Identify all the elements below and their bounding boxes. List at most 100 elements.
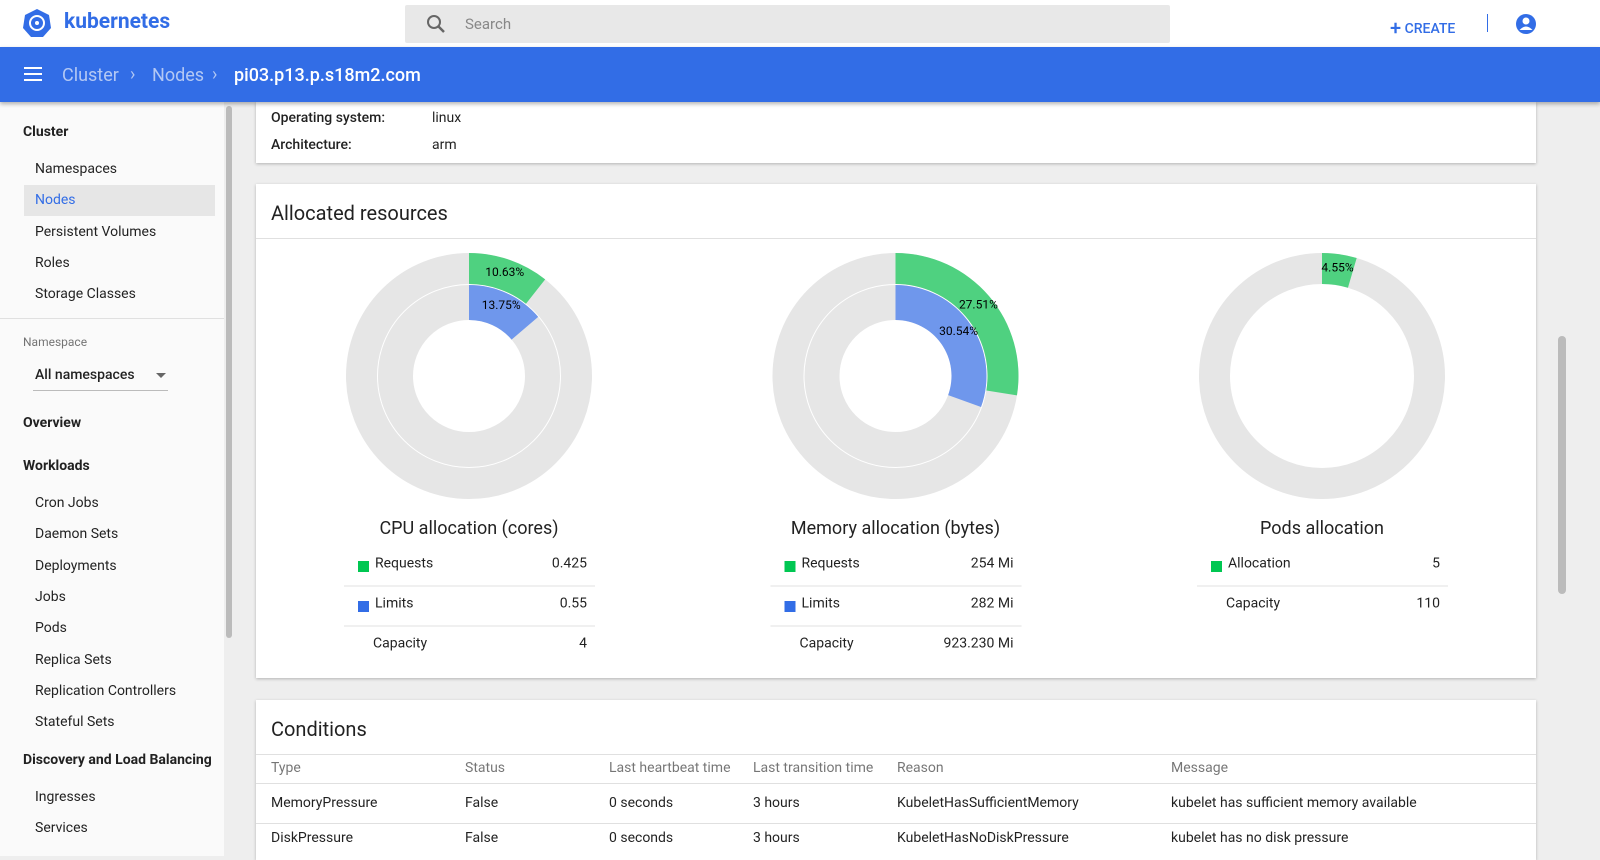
nav-section[interactable]: Workloads [23, 458, 90, 474]
nav-item[interactable]: Services [35, 820, 88, 837]
nav-section[interactable]: Cluster [23, 124, 69, 140]
arc [469, 253, 546, 304]
crumb[interactable]: Nodes [152, 65, 205, 86]
allocated-card: Allocated resources 10.63% 13.75% CPU allo… [256, 184, 1536, 678]
legend-name: Capacity [800, 636, 855, 652]
detail-key: Operating system: [271, 110, 386, 126]
select-underline [33, 390, 168, 391]
nav-item[interactable]: Ingresses [35, 789, 96, 805]
divider [256, 238, 1536, 239]
card-title: Allocated resources [271, 201, 448, 225]
column-header: Last heartbeat time [609, 760, 731, 776]
arc-label: 27.51% [959, 297, 998, 311]
sidebar: Cluster Namespaces Nodes Persistent Volumes… [0, 102, 224, 856]
legend-value: 0.425 [552, 556, 587, 572]
main-scrollbar[interactable] [1558, 336, 1566, 594]
legend-value: 4 [579, 636, 587, 652]
legend-name: Capacity [373, 636, 428, 652]
arc-label: 10.63% [485, 265, 524, 279]
nav-selected [24, 185, 215, 217]
divider [0, 318, 224, 319]
nav-section[interactable]: Overview [23, 415, 82, 431]
cell: False [465, 830, 499, 846]
cell: DiskPressure [271, 830, 353, 846]
conditions-card: Conditions Type Status Last heartbeat time… [256, 700, 1536, 860]
chart-title: Memory allocation (bytes) [791, 518, 1000, 539]
crumb[interactable]: Cluster [62, 65, 119, 86]
arc-label: 4.55% [1321, 260, 1353, 274]
legend-swatch [784, 561, 796, 572]
chevron: › [212, 64, 218, 85]
nav-item[interactable]: Deployments [35, 557, 117, 574]
column-header: Message [1171, 760, 1228, 776]
cell: 3 hours [753, 830, 800, 846]
chart-title: CPU allocation (cores) [379, 518, 558, 539]
legend-value: 5 [1432, 556, 1440, 572]
cell: KubeletHasNoDiskPressure [897, 830, 1069, 846]
arc-label: 13.75% [482, 298, 521, 312]
detail-value: arm [432, 137, 457, 153]
legend-value: 923.230 Mi [944, 636, 1014, 652]
cell: 0 seconds [609, 795, 674, 811]
nav-item[interactable]: Jobs [35, 588, 66, 605]
divider [256, 754, 1536, 755]
arc [1322, 253, 1357, 288]
nav-item[interactable]: Namespaces [35, 161, 117, 177]
divider [256, 783, 1536, 784]
detail-value: linux [432, 110, 462, 126]
nav-item[interactable]: Stateful Sets [35, 714, 115, 731]
cell: 3 hours [753, 795, 800, 811]
legend-value: 110 [1416, 596, 1440, 612]
nav-item[interactable]: Persistent Volumes [35, 223, 157, 240]
nav-item[interactable]: Pods [35, 620, 67, 637]
nav-section[interactable]: Discovery and Load Balancing [23, 752, 212, 768]
column-header: Status [465, 760, 506, 776]
chart-title: Pods allocation [1260, 518, 1384, 539]
legend-name: Capacity [1226, 596, 1281, 612]
legend-name: Limits [802, 596, 840, 612]
legend-name: Requests [375, 556, 433, 572]
chevron: › [130, 64, 136, 85]
breadcrumb-bar: Cluster › Nodes › pi03.p13.p.s18m2.com [0, 47, 1600, 102]
dropdown-arrow [156, 373, 166, 378]
menu-icon[interactable] [24, 67, 42, 81]
legend-name: Allocation [1228, 556, 1291, 572]
arc [895, 253, 1019, 396]
detail-key: Architecture: [271, 137, 352, 153]
cell: False [465, 795, 499, 811]
legend-swatch [784, 601, 796, 612]
column-header: Reason [897, 760, 944, 776]
cell: kubelet has no disk pressure [1171, 830, 1349, 846]
column-header: Last transition time [753, 760, 874, 776]
logo [23, 9, 51, 37]
account-icon[interactable] [1515, 13, 1537, 35]
nav-item[interactable]: Daemon Sets [35, 526, 119, 543]
nav-item[interactable]: Replica Sets [35, 651, 112, 668]
legend-swatch [1211, 561, 1222, 572]
divider [1487, 14, 1488, 32]
nav-item[interactable]: Nodes [35, 192, 76, 209]
divider [256, 823, 1536, 824]
namespace-select[interactable]: All namespaces [35, 367, 135, 383]
nav-item[interactable]: Cron Jobs [35, 495, 99, 511]
cell: KubeletHasSufficientMemory [897, 795, 1079, 811]
legend-swatch [358, 601, 369, 612]
search-box[interactable]: Search [405, 5, 1170, 43]
nav-item[interactable]: Storage Classes [35, 286, 136, 303]
ring-bg [1199, 253, 1445, 499]
create-button[interactable]: + CREATE [1390, 16, 1456, 40]
arc [895, 285, 987, 408]
sidebar-scrollbar[interactable] [226, 106, 232, 638]
legend-name: Requests [802, 556, 860, 572]
cell: MemoryPressure [271, 795, 378, 811]
nav-item[interactable]: Roles [35, 254, 70, 271]
cell: kubelet has sufficient memory available [1171, 795, 1417, 811]
details-card: Operating system: linux Architecture: arm [256, 102, 1536, 163]
nav-item[interactable]: Replication Controllers [35, 682, 177, 699]
cell: 0 seconds [609, 830, 674, 846]
legend-value: 0.55 [560, 596, 587, 612]
column-header: Type [271, 760, 301, 776]
legend-name: Limits [375, 596, 413, 612]
search-icon [427, 15, 445, 33]
